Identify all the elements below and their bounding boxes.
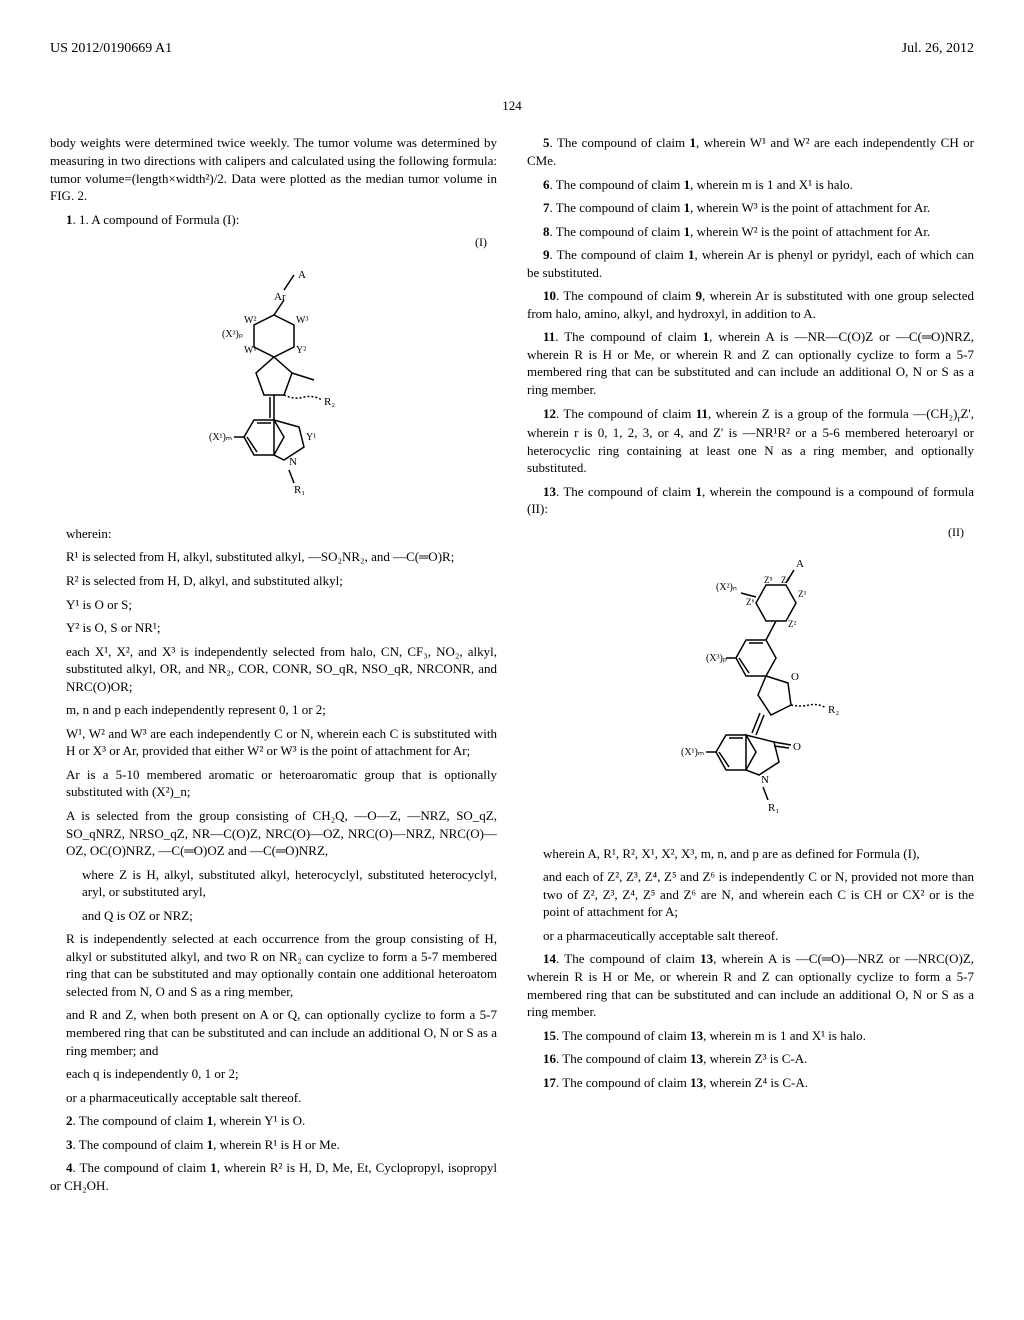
publication-number: US 2012/0190669 A1	[50, 40, 172, 59]
def-r2: R² is selected from H, D, alkyl, and sub…	[50, 572, 497, 590]
claim-13-pharma: or a pharmaceutically acceptable salt th…	[527, 927, 974, 945]
svg-text:W³: W³	[296, 315, 308, 326]
claim-12: 12. The compound of claim 11, wherein Z …	[527, 405, 974, 477]
claim-13: 13. The compound of claim 1, wherein the…	[527, 483, 974, 518]
svg-text:R₂: R₂	[324, 396, 335, 408]
claim-7: 7. The compound of claim 1, wherein W³ i…	[527, 199, 974, 217]
claim-4: 4. The compound of claim 1, wherein R² i…	[50, 1159, 497, 1194]
claim-5: 5. The compound of claim 1, wherein W¹ a…	[527, 134, 974, 169]
pharma-salt: or a pharmaceutically acceptable salt th…	[50, 1089, 497, 1107]
intro-paragraph: body weights were determined twice weekl…	[50, 134, 497, 204]
right-column: 5. The compound of claim 1, wherein W¹ a…	[527, 134, 974, 1200]
claim-8: 8. The compound of claim 1, wherein W² i…	[527, 223, 974, 241]
page-number: 124	[50, 97, 974, 115]
svg-text:O: O	[791, 671, 799, 683]
def-q: each q is independently 0, 1 or 2;	[50, 1065, 497, 1083]
svg-text:(X³)ₚ: (X³)ₚ	[706, 653, 727, 664]
claim-1-intro: 1. 1. A compound of Formula (I):	[50, 211, 497, 229]
def-r: R is independently selected at each occu…	[50, 930, 497, 1000]
def-ar: Ar is a 5-10 membered aromatic or hetero…	[50, 766, 497, 801]
svg-text:R₁: R₁	[768, 802, 779, 814]
svg-text:(X³)ₚ: (X³)ₚ	[222, 329, 243, 340]
left-column: body weights were determined twice weekl…	[50, 134, 497, 1200]
formula-2-structure: A Z⁴ Z³ Z² Z⁵ Z⁶ (X²)ₙ (X³)ₚ	[527, 555, 974, 830]
svg-text:Ar: Ar	[274, 291, 286, 303]
def-a-sub: where Z is H, alkyl, substituted alkyl, …	[50, 866, 497, 901]
svg-text:(X¹)ₘ: (X¹)ₘ	[209, 432, 232, 443]
claim-1-text: 1. A compound of Formula (I):	[79, 212, 239, 227]
def-y1: Y¹ is O or S;	[50, 596, 497, 614]
svg-text:A: A	[796, 558, 804, 570]
svg-text:Z⁴: Z⁴	[781, 575, 790, 585]
def-mnp: m, n and p each independently represent …	[50, 701, 497, 719]
claim-14: 14. The compound of claim 13, wherein A …	[527, 950, 974, 1020]
publication-date: Jul. 26, 2012	[902, 40, 974, 59]
claim-2: 22. The compound of claim 1, wherein Y¹ …	[50, 1112, 497, 1130]
claim-6: 6. The compound of claim 1, wherein m is…	[527, 176, 974, 194]
claim-9: 9. The compound of claim 1, wherein Ar i…	[527, 246, 974, 281]
formula-2-label: (II)	[527, 524, 974, 540]
claim-13-def2: and each of Z², Z³, Z⁴, Z⁵ and Z⁶ is ind…	[527, 868, 974, 921]
wherein-label: wherein:	[50, 525, 497, 543]
svg-text:Y¹: Y¹	[306, 432, 316, 443]
svg-text:W¹: W¹	[244, 345, 256, 356]
def-rz: and R and Z, when both present on A or Q…	[50, 1006, 497, 1059]
def-a-sub2: and Q is OZ or NRZ;	[50, 907, 497, 925]
svg-text:(X¹)ₘ: (X¹)ₘ	[681, 747, 704, 758]
claim-17: 17. The compound of claim 13, wherein Z⁴…	[527, 1074, 974, 1092]
two-column-layout: body weights were determined twice weekl…	[50, 134, 974, 1200]
svg-text:Z²: Z²	[788, 619, 796, 629]
svg-text:W²: W²	[244, 315, 256, 326]
svg-text:(X²)ₙ: (X²)ₙ	[716, 582, 737, 593]
svg-text:A: A	[298, 269, 306, 281]
svg-text:Z⁵: Z⁵	[764, 575, 773, 585]
claim-10: 10. The compound of claim 9, wherein Ar …	[527, 287, 974, 322]
svg-text:Z³: Z³	[798, 589, 806, 599]
formula-1-structure: A Ar W³ Y² W² W¹ (X³)ₚ R₂	[50, 265, 497, 510]
svg-text:N: N	[289, 456, 297, 468]
def-y2: Y² is O, S or NR¹;	[50, 619, 497, 637]
svg-text:N: N	[761, 774, 769, 786]
claim-16: 16. The compound of claim 13, wherein Z³…	[527, 1050, 974, 1068]
svg-text:O: O	[793, 741, 801, 753]
claim-15: 15. The compound of claim 13, wherein m …	[527, 1027, 974, 1045]
claim-3: 3. The compound of claim 1, wherein R¹ i…	[50, 1136, 497, 1154]
def-r1: R¹ is selected from H, alkyl, substitute…	[50, 548, 497, 566]
claim-11: 11. The compound of claim 1, wherein A i…	[527, 328, 974, 398]
svg-text:Z⁶: Z⁶	[746, 597, 755, 607]
page-header: US 2012/0190669 A1 Jul. 26, 2012	[50, 40, 974, 67]
def-a: A is selected from the group consisting …	[50, 807, 497, 860]
svg-text:R₂: R₂	[828, 704, 839, 716]
def-w: W¹, W² and W³ are each independently C o…	[50, 725, 497, 760]
svg-text:R₁: R₁	[294, 484, 305, 496]
def-x: each X¹, X², and X³ is independently sel…	[50, 643, 497, 696]
svg-text:Y²: Y²	[296, 345, 306, 356]
claim-13-def1: wherein A, R¹, R², X¹, X², X³, m, n, and…	[527, 845, 974, 863]
formula-1-label: (I)	[50, 234, 497, 250]
